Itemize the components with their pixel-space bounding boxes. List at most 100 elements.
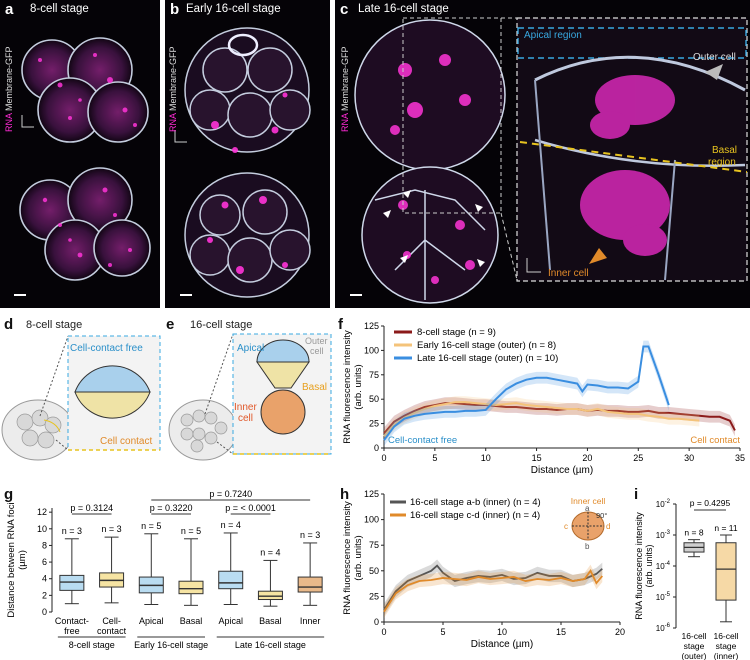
x-tick-label: 15 (532, 453, 542, 463)
box-label: Basal (259, 616, 282, 626)
x-axis-label: Distance (µm) (471, 639, 533, 650)
box-label: (inner) (714, 651, 739, 660)
chart-h: 0 5 10 15 20 0 25 50 75 100 125 Distance (µm) RNA fl… (342, 489, 625, 650)
y-axis-label: RNA fluorescence intensity (342, 330, 353, 444)
y-tick-label: 25 (369, 419, 379, 429)
inset-d: d (606, 522, 610, 531)
x-tick-label: 25 (633, 453, 643, 463)
y-tick-label: 10-4 (656, 561, 671, 571)
x-tick-label: 0 (381, 627, 386, 637)
panel-d-title: 8-cell stage (26, 319, 83, 331)
x-tick-label: 0 (381, 453, 386, 463)
y-tick-label: 10-5 (656, 592, 671, 602)
box-label: Apical (139, 616, 164, 626)
box-label: Cell- (102, 616, 121, 626)
y-tick-label: 100 (364, 515, 379, 525)
y-tick-label: 2 (42, 590, 47, 600)
group-label: Early 16-cell stage (134, 640, 208, 650)
series-band (384, 396, 700, 443)
panel-c-ylabel: RNA Membrane-GFP (340, 46, 350, 132)
legend-label: Late 16-cell stage (outer) (n = 10) (417, 353, 558, 364)
apical-region-label: Apical region (524, 30, 582, 41)
p-value: p = 0.4295 (690, 498, 731, 508)
y-tick-label: 4 (42, 574, 47, 584)
y-tick-label: 125 (364, 321, 379, 331)
p-value: p = 0.7240 (209, 489, 252, 499)
n-label: n = 5 (181, 526, 201, 536)
basal-label: Basal (302, 382, 328, 393)
box-label: stage (684, 641, 705, 651)
box (178, 580, 204, 595)
rna-label: RNA (340, 113, 350, 132)
tick-exponent: -5 (665, 592, 671, 598)
panel-b-micrograph (165, 0, 330, 308)
panel-a-title: 8-cell stage (30, 3, 89, 15)
n-label: n = 4 (221, 520, 241, 530)
scale-bar (350, 294, 362, 296)
group-label: 8-cell stage (69, 640, 115, 650)
chart-g: 0 2 4 6 8 10 12 Distance between RNA foci (µm) n … (6, 489, 325, 650)
box (257, 590, 283, 601)
basal-region-label-1: Basal (712, 145, 738, 156)
y-tick-label: 125 (364, 489, 379, 499)
y-tick-label: 0 (42, 607, 47, 617)
inset-title: Inner cell (571, 496, 606, 506)
cell-contact-label: Cell contact (100, 436, 153, 447)
p-value: p = 0.3124 (70, 503, 113, 513)
box-label: free (64, 626, 80, 636)
outer-cell-label: Outer cell (693, 52, 736, 63)
right-annotation: Cell contact (690, 435, 740, 446)
y-tick-label: 10-2 (656, 499, 671, 509)
inset-c: c (564, 522, 568, 531)
y-tick-label: 75 (369, 540, 379, 550)
box (297, 576, 323, 593)
scale-bar (180, 294, 192, 296)
box (218, 570, 244, 590)
box-label: Basal (180, 616, 203, 626)
series-line (383, 401, 700, 437)
n-label: n = 3 (62, 526, 82, 536)
x-tick-label: 10 (497, 627, 507, 637)
tick-exponent: -3 (665, 530, 671, 536)
inner-cell-label-2: cell (238, 413, 254, 424)
panel-c-micrograph (335, 0, 750, 308)
y-axis-label: (µm) (17, 550, 28, 570)
membrane-label: Membrane-GFP (168, 46, 178, 111)
outer-cell-label-1: Outer (305, 336, 328, 346)
tick-exponent: -6 (665, 623, 671, 629)
x-tick-label: 5 (440, 627, 445, 637)
inset-a: a (585, 504, 590, 513)
y-axis-label: Distance between RNA foci (6, 502, 17, 617)
y-tick-label: 100 (364, 345, 379, 355)
y-tick-label: 25 (369, 591, 379, 601)
panel-f-letter: f (338, 316, 343, 333)
y-tick-label: 50 (369, 566, 379, 576)
y-tick-label: 0 (374, 617, 379, 627)
n-label: n = 8 (684, 528, 703, 538)
panel-d-diagram (1, 335, 161, 461)
x-tick-label: 30 (684, 453, 694, 463)
panel-c-title: Late 16-cell stage (358, 3, 449, 15)
basal-region-label-2: region (708, 157, 736, 168)
panel-b-ylabel: RNA Membrane-GFP (168, 46, 178, 132)
legend-label: 16-cell stage c-d (inner) (n = 4) (410, 510, 540, 521)
box-label: 16-cell (713, 631, 738, 641)
n-label: n = 4 (260, 547, 280, 557)
tick-base: 10 (656, 562, 665, 571)
x-tick-label: 5 (432, 453, 437, 463)
panel-a-letter: a (5, 1, 14, 18)
panel-b-letter: b (170, 1, 180, 18)
n-label: n = 3 (300, 530, 320, 540)
scale-bar (14, 294, 26, 296)
box-label: Inner (300, 616, 321, 626)
panel-h-letter: h (340, 486, 350, 503)
tick-exponent: -2 (665, 499, 671, 505)
legend-label: 8-cell stage (n = 9) (417, 327, 496, 338)
panel-c-letter: c (340, 1, 349, 18)
inset-b: b (585, 542, 590, 551)
y-tick-label: 10-6 (656, 623, 671, 633)
box (59, 574, 85, 591)
y-tick-label: 0 (374, 443, 379, 453)
box-label: 16-cell (681, 631, 706, 641)
inner-cell-label: Inner cell (548, 268, 589, 279)
